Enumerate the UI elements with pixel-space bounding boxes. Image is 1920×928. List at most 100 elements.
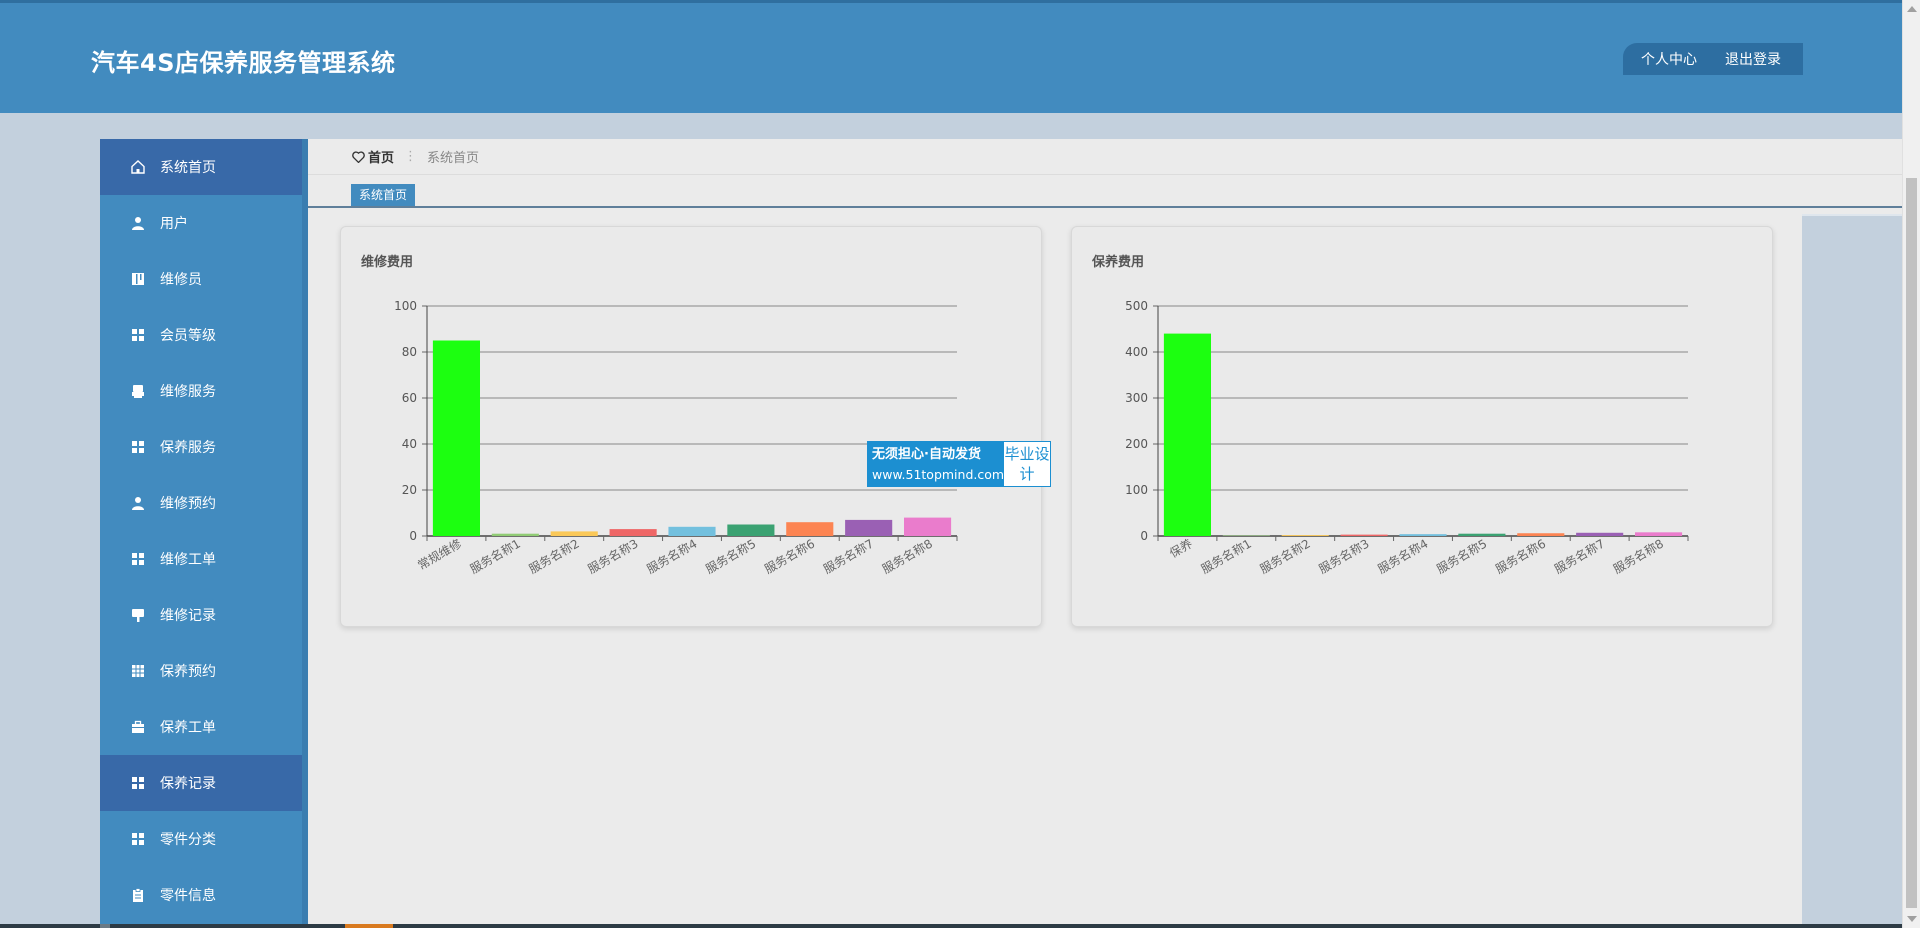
x-tick-label: 服务名称3 <box>1316 536 1372 577</box>
breadcrumb-separator: ⋮ <box>404 149 418 164</box>
top-header: 汽车4S店保养服务管理系统 个人中心 退出登录 <box>0 0 1902 113</box>
y-tick-label: 400 <box>1125 345 1148 359</box>
sidebar-item-label: 维修记录 <box>160 608 216 624</box>
content-edge <box>1802 216 1902 928</box>
bar[interactable] <box>491 533 539 536</box>
sidebar-item-13[interactable]: 零件信息 <box>100 867 308 923</box>
tab-home[interactable]: 系统首页 <box>351 184 416 206</box>
y-tick-label: 300 <box>1125 391 1148 405</box>
y-tick-label: 40 <box>402 437 417 451</box>
sidebar-item-1[interactable]: 用户 <box>100 195 308 251</box>
sidebar-item-label: 维修服务 <box>160 384 216 400</box>
bar[interactable] <box>786 522 834 536</box>
y-tick-label: 100 <box>394 299 417 313</box>
maintenance-cost-card: 保养费用 0 100 200 300 400 500 保养 服务名称1 服务名称2 服务名称3 服务… <box>1071 226 1773 627</box>
heart-icon <box>352 150 365 163</box>
home-icon <box>130 159 146 175</box>
x-tick-label: 服务名称4 <box>644 536 700 577</box>
page-scrollbar[interactable] <box>1902 0 1920 928</box>
chart-title: 维修费用 <box>361 255 414 270</box>
sidebar-item-label: 系统首页 <box>160 160 216 176</box>
x-tick-label: 服务名称6 <box>1493 536 1549 577</box>
book-icon <box>130 271 146 287</box>
sidebar-item-5[interactable]: 保养服务 <box>100 419 308 475</box>
y-tick-label: 500 <box>1125 299 1148 313</box>
bar[interactable] <box>1576 532 1624 536</box>
sidebar-item-10[interactable]: 保养工单 <box>100 699 308 755</box>
sidebar-item-label: 维修工单 <box>160 552 216 568</box>
repair-cost-card: 维修费用 0 20 40 60 80 100 常规维修 服务名称1 服务名称2 服务名称3 服务名称… <box>340 226 1042 627</box>
grid-icon <box>130 831 146 847</box>
bar[interactable] <box>845 519 893 536</box>
bar[interactable] <box>1399 534 1447 536</box>
bar[interactable] <box>904 517 952 536</box>
sidebar-item-11[interactable]: 保养记录 <box>100 755 308 811</box>
bar[interactable] <box>727 524 775 537</box>
sidebar-item-8[interactable]: 维修记录 <box>100 587 308 643</box>
breadcrumb-home[interactable]: 首页 <box>352 147 394 166</box>
x-tick-label: 保养 <box>1167 536 1195 561</box>
sidebar-item-12[interactable]: 零件分类 <box>100 811 308 867</box>
x-tick-label: 服务名称5 <box>1434 536 1490 577</box>
bar[interactable] <box>1517 533 1565 536</box>
grid-icon <box>130 775 146 791</box>
x-tick-label: 服务名称6 <box>762 536 818 577</box>
x-tick-label: 服务名称7 <box>820 536 876 577</box>
sidebar-item-3[interactable]: 会员等级 <box>100 307 308 363</box>
badge-side: 毕业设计 <box>1004 442 1050 486</box>
sidebar-item-2[interactable]: 维修员 <box>100 251 308 307</box>
y-tick-label: 20 <box>402 483 417 497</box>
printer-icon <box>130 383 146 399</box>
x-tick-label: 服务名称1 <box>467 536 523 577</box>
brush-icon <box>130 607 146 623</box>
x-tick-label: 服务名称4 <box>1375 536 1431 577</box>
badge-text: 无须担心·自动发货 www.51topmind.com <box>868 442 1004 486</box>
y-tick-label: 0 <box>1140 529 1148 543</box>
bar[interactable] <box>550 531 598 536</box>
bar[interactable] <box>1163 333 1211 536</box>
grid-icon <box>130 439 146 455</box>
x-tick-label: 服务名称3 <box>585 536 641 577</box>
x-tick-label: 服务名称2 <box>1257 536 1313 577</box>
tab-bar: 系统首页 <box>308 175 1902 208</box>
profile-link[interactable]: 个人中心 <box>1641 52 1697 68</box>
bar[interactable] <box>1458 533 1506 536</box>
sidebar-item-label: 零件信息 <box>160 888 216 904</box>
y-tick-label: 0 <box>409 529 417 543</box>
bar[interactable] <box>1635 532 1683 536</box>
sidebar-item-6[interactable]: 维修预约 <box>100 475 308 531</box>
scroll-thumb[interactable] <box>1906 178 1917 908</box>
user-icon <box>130 495 146 511</box>
table-icon <box>130 663 146 679</box>
clipboard-icon <box>130 887 146 903</box>
sidebar-item-9[interactable]: 保养预约 <box>100 643 308 699</box>
sidebar-item-7[interactable]: 维修工单 <box>100 531 308 587</box>
briefcase-icon <box>130 719 146 735</box>
bar[interactable] <box>1281 535 1329 536</box>
grid-icon <box>130 327 146 343</box>
logout-link[interactable]: 退出登录 <box>1725 52 1781 68</box>
scroll-down-icon[interactable] <box>1907 916 1917 922</box>
sidebar-divider <box>302 139 308 928</box>
bar[interactable] <box>609 529 657 536</box>
bar[interactable] <box>668 526 716 536</box>
sidebar-item-0[interactable]: 系统首页 <box>100 139 308 195</box>
x-tick-label: 服务名称7 <box>1551 536 1607 577</box>
breadcrumb-home-label: 首页 <box>368 151 395 166</box>
sidebar-item-label: 保养记录 <box>160 776 216 792</box>
y-tick-label: 60 <box>402 391 417 405</box>
grid-icon <box>130 551 146 567</box>
bar[interactable] <box>1340 534 1388 536</box>
scroll-up-icon[interactable] <box>1907 6 1917 12</box>
sidebar-item-label: 保养工单 <box>160 720 216 736</box>
breadcrumb-current: 系统首页 <box>427 151 480 166</box>
sidebar-item-label: 会员等级 <box>160 328 216 344</box>
x-tick-label: 服务名称8 <box>879 536 935 577</box>
bar[interactable] <box>432 340 480 537</box>
breadcrumb: 首页 ⋮ 系统首页 <box>308 139 1902 175</box>
sidebar-item-4[interactable]: 维修服务 <box>100 363 308 419</box>
bottom-strip <box>0 924 1902 928</box>
x-tick-label: 服务名称8 <box>1610 536 1666 577</box>
watermark-badge[interactable]: 无须担心·自动发货 www.51topmind.com 毕业设计 <box>867 441 1051 487</box>
